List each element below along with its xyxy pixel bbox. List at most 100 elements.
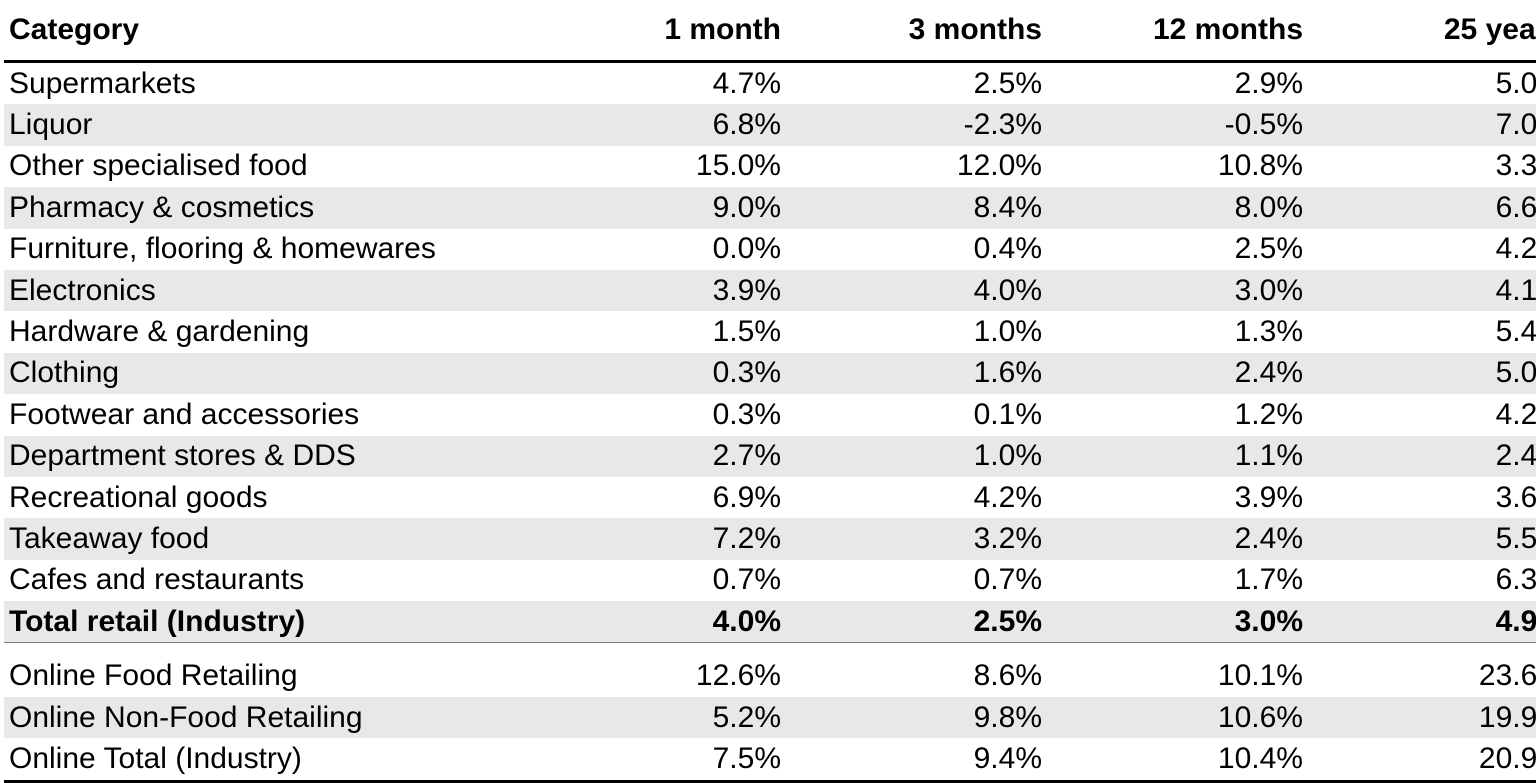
cell-25-years: 2.4% bbox=[1309, 435, 1536, 477]
cell-25-years: 6.6% bbox=[1309, 187, 1536, 229]
row-category-label: Other specialised food bbox=[9, 149, 308, 183]
row-category-label: Online Non-Food Retailing bbox=[4, 696, 526, 739]
cell-12-months: 3.0% bbox=[1048, 601, 1309, 644]
row-category-label: Clothing bbox=[4, 352, 526, 395]
cell-1-month: 9.0% bbox=[526, 187, 787, 229]
cell-3-months: 0.4% bbox=[973, 232, 1042, 266]
header-row: Category 1 month 3 months 12 months 25 y… bbox=[4, 0, 1536, 63]
column-header-3-months: 3 months bbox=[787, 0, 1048, 63]
cell-25-years: 6.3% bbox=[1495, 563, 1536, 597]
cell-25-years: 7.0% bbox=[1309, 104, 1536, 146]
row-category-label: Cafes and restaurants bbox=[9, 563, 305, 597]
cell-1-month: 5.2% bbox=[526, 696, 787, 739]
cell-1-month: 6.9% bbox=[712, 480, 781, 514]
cell-12-months: 2.9% bbox=[1234, 66, 1303, 100]
cell-3-months: 4.0% bbox=[787, 269, 1048, 312]
table-row: Online Total (Industry) 7.5% 9.4% 10.4% 20.9… bbox=[4, 738, 1536, 783]
cell-1-month: 7.2% bbox=[526, 518, 787, 560]
cell-1-month: 6.8% bbox=[526, 104, 787, 146]
cell-25-years: 4.1% bbox=[1309, 269, 1536, 312]
cell-25-years: 20.9% bbox=[1309, 738, 1536, 783]
cell-25-years: 23.6% bbox=[1478, 659, 1536, 693]
cell-12-months: 1.1% bbox=[1048, 435, 1309, 477]
cell-3-months: 1.6% bbox=[787, 352, 1048, 395]
cell-12-months: 2.4% bbox=[1048, 352, 1309, 395]
cell-1-month: 0.3% bbox=[712, 397, 781, 431]
cell-1-month: 0.0% bbox=[712, 232, 781, 266]
retail-growth-table-container: Category 1 month 3 months 12 months 25 y… bbox=[4, 0, 1536, 783]
row-category-label: Online Total (Industry) bbox=[4, 738, 526, 783]
table-row: Total retail (Industry)4.0%2.5%3.0%4.9% bbox=[4, 601, 1536, 644]
row-category-label: Furniture, flooring & homewares bbox=[9, 232, 436, 266]
column-header-category: Category bbox=[4, 0, 526, 63]
cell-12-months: 10.1% bbox=[1217, 659, 1303, 693]
spacer-cell bbox=[1048, 642, 1309, 656]
cell-25-years: 5.5% bbox=[1309, 518, 1536, 560]
spacer-cell bbox=[4, 642, 526, 656]
row-category-label: Online Food Retailing bbox=[9, 659, 298, 693]
cell-25-years: 3.6% bbox=[1495, 480, 1536, 514]
cell-3-months: 2.5% bbox=[973, 66, 1042, 100]
row-category-label: Total retail (Industry) bbox=[4, 601, 526, 644]
cell-1-month: 0.7% bbox=[712, 563, 781, 597]
cell-12-months: 2.5% bbox=[1234, 232, 1303, 266]
cell-25-years: 5.4% bbox=[1495, 315, 1536, 349]
retail-growth-table: Category 1 month 3 months 12 months 25 y… bbox=[4, 0, 1536, 783]
cell-3-months: -2.3% bbox=[787, 104, 1048, 146]
cell-3-months: 4.2% bbox=[973, 480, 1042, 514]
cell-12-months: 1.3% bbox=[1234, 315, 1303, 349]
row-category-label: Department stores & DDS bbox=[4, 435, 526, 477]
table-row: Hardware & gardening 1.5% 1.0% 1.3% 5.4% bbox=[4, 311, 1536, 352]
cell-1-month: 0.3% bbox=[526, 352, 787, 395]
cell-25-years: 5.0% bbox=[1309, 352, 1536, 395]
cell-25-years: 3.3% bbox=[1495, 149, 1536, 183]
row-category-label: Hardware & gardening bbox=[9, 315, 310, 349]
cell-3-months: 12.0% bbox=[956, 149, 1042, 183]
cell-1-month: 12.6% bbox=[695, 659, 781, 693]
cell-1-month: 2.7% bbox=[526, 435, 787, 477]
cell-1-month: 3.9% bbox=[526, 269, 787, 312]
cell-12-months: 10.8% bbox=[1217, 149, 1303, 183]
row-category-label: Supermarkets bbox=[9, 66, 196, 100]
cell-3-months: 3.2% bbox=[787, 518, 1048, 560]
cell-3-months: 0.1% bbox=[973, 397, 1042, 431]
cell-25-years: 19.9% bbox=[1309, 696, 1536, 739]
cell-12-months: 3.9% bbox=[1234, 480, 1303, 514]
cell-12-months: 8.0% bbox=[1048, 187, 1309, 229]
cell-3-months: 9.4% bbox=[787, 738, 1048, 783]
table-row: Cafes and restaurants 0.7% 0.7% 1.7% 6.3% bbox=[4, 560, 1536, 601]
cell-3-months: 8.4% bbox=[787, 187, 1048, 229]
cell-25-years: 4.2% bbox=[1495, 232, 1536, 266]
cell-25-years: 4.2% bbox=[1495, 397, 1536, 431]
row-category-label: Pharmacy & cosmetics bbox=[4, 187, 526, 229]
cell-12-months: 10.6% bbox=[1048, 696, 1309, 739]
cell-12-months: -0.5% bbox=[1048, 104, 1309, 146]
row-category-label: Footwear and accessories bbox=[9, 397, 360, 431]
table-row: Other specialised food 15.0% 12.0% 10.8% 3.3… bbox=[4, 146, 1536, 187]
cell-12-months: 1.7% bbox=[1234, 563, 1303, 597]
row-category-label: Takeaway food bbox=[4, 518, 526, 560]
cell-3-months: 8.6% bbox=[973, 659, 1042, 693]
cell-1-month: 1.5% bbox=[712, 315, 781, 349]
cell-25-years: 4.9% bbox=[1309, 601, 1536, 644]
cell-25-years: 5.0% bbox=[1495, 66, 1536, 100]
table-row: Furniture, flooring & homewares 0.0% 0.4% 2… bbox=[4, 229, 1536, 270]
section-spacer bbox=[4, 642, 1536, 656]
cell-12-months: 1.2% bbox=[1234, 397, 1303, 431]
column-header-12-months: 12 months bbox=[1048, 0, 1309, 63]
cell-1-month: 15.0% bbox=[695, 149, 781, 183]
column-header-1-month: 1 month bbox=[526, 0, 787, 63]
column-header-25-years: 25 years bbox=[1309, 0, 1536, 63]
cell-12-months: 2.4% bbox=[1048, 518, 1309, 560]
cell-1-month: 4.0% bbox=[526, 601, 787, 644]
cell-3-months: 9.8% bbox=[787, 696, 1048, 739]
spacer-cell bbox=[1309, 642, 1536, 656]
row-category-label: Recreational goods bbox=[9, 480, 268, 514]
cell-3-months: 0.7% bbox=[973, 563, 1042, 597]
